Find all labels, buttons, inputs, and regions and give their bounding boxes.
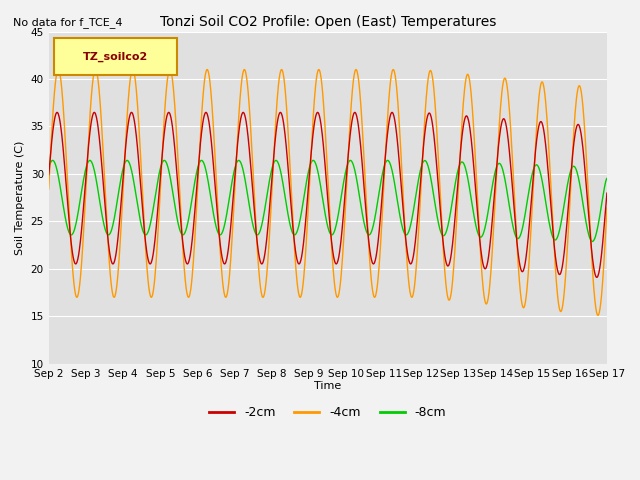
Text: No data for f_TCE_4: No data for f_TCE_4	[13, 17, 122, 28]
Y-axis label: Soil Temperature (C): Soil Temperature (C)	[15, 141, 25, 255]
Text: TZ_soilco2: TZ_soilco2	[83, 51, 148, 61]
Legend: -2cm, -4cm, -8cm: -2cm, -4cm, -8cm	[204, 401, 451, 424]
X-axis label: Time: Time	[314, 382, 341, 391]
Title: Tonzi Soil CO2 Profile: Open (East) Temperatures: Tonzi Soil CO2 Profile: Open (East) Temp…	[159, 15, 496, 29]
FancyBboxPatch shape	[54, 38, 177, 75]
